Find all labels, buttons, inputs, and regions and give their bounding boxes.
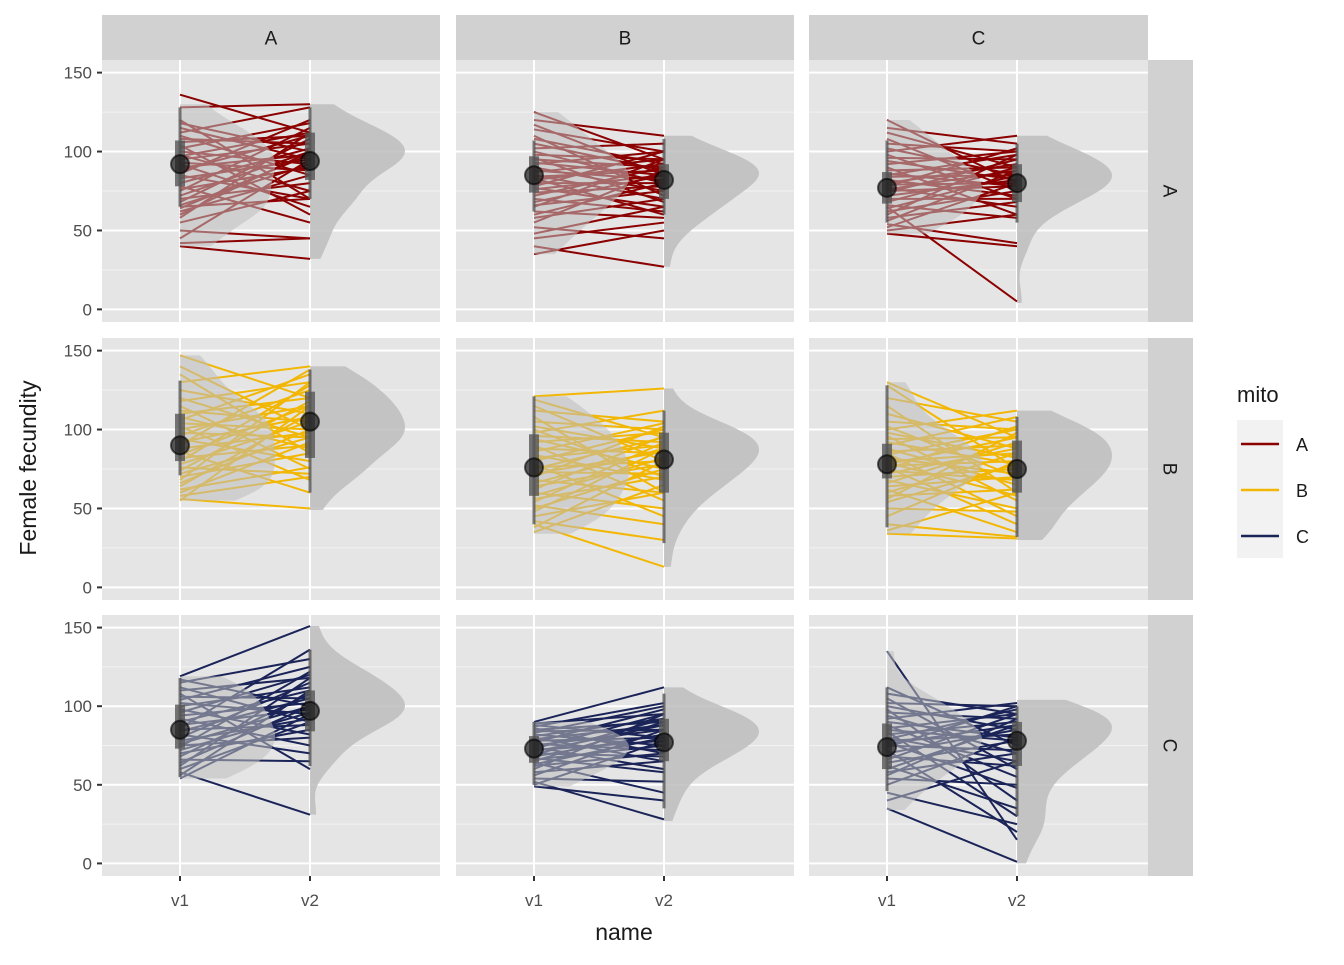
col-strip-label: C [972,29,986,50]
x-tick-label: v1 [878,891,896,910]
row-strip-B [1148,338,1193,600]
paired-line [886,232,1018,248]
x-tick-label: v2 [301,891,319,910]
boxplot-v1-mean-point [877,454,897,475]
violin-v1 [887,651,982,810]
violin-v2 [664,135,759,267]
panel-C-A [102,615,440,876]
violin-v2 [1017,699,1112,864]
y-tick-label: 150 [64,619,92,638]
legend-label: C [1296,527,1309,547]
violin-v2 [310,366,405,511]
violin-v1 [534,112,629,255]
row-strip-label: C [1159,739,1180,753]
boxplot-v2-mean-point [654,732,674,753]
panel-B-A [102,338,440,600]
violin-v2 [310,626,405,815]
col-strip-label: A [265,29,278,50]
panel-A-A [102,60,440,322]
panel-C-B [456,615,794,876]
violin-v1 [180,104,275,247]
paired-line [179,625,311,678]
boxplot-v1-mean-point [170,154,190,175]
violin-v2 [1017,410,1112,541]
row-strip-label: A [1159,185,1180,198]
boxplot-v2-mean-point [654,449,674,470]
x-tick-label: v1 [171,891,189,910]
col-strip-A [102,15,440,60]
y-tick-label: 50 [73,221,92,240]
paired-line [886,532,1018,540]
y-tick-label: 100 [64,143,92,162]
violin-v2 [1017,135,1112,304]
boxplot-v1-mean-point [524,738,544,759]
boxplot-v1-mean-point [877,177,897,198]
boxplot-v2-mean-point [1007,173,1027,194]
boxplot-v2-mean-point [300,151,320,172]
y-tick-label: 0 [83,854,92,873]
legend-label: A [1296,435,1308,455]
paired-line [533,686,665,723]
col-strip-label: B [619,29,632,50]
boxplot-v2-mean-point [300,700,320,721]
x-tick-label: v2 [1008,891,1026,910]
panel-B-B [456,338,794,600]
panel-C-C [809,615,1148,876]
legend-title: mito [1237,382,1279,407]
panel-B-C [809,338,1148,600]
y-tick-label: 50 [73,499,92,518]
y-axis-title: Female fecundity [15,380,41,556]
paired-line [179,771,311,816]
violin-v1 [180,355,275,501]
boxplot-v1-mean-point [524,165,544,186]
violin-v1 [180,676,275,779]
paired-line [886,807,1018,863]
violin-v2 [664,687,759,821]
boxplot-v2-mean-point [1007,730,1027,751]
x-axis-title: name [595,919,653,945]
y-tick-label: 50 [73,776,92,795]
violin-v2 [310,104,405,259]
col-strip-C [809,15,1148,60]
y-tick-label: 100 [64,697,92,716]
violin-v1 [887,382,982,534]
violin-v1 [534,396,629,534]
row-strip-label: B [1159,463,1180,476]
col-strip-B [456,15,794,60]
y-tick-label: 0 [83,300,92,319]
panel-A-B [456,60,794,322]
legend-label: B [1296,481,1308,501]
panel-A-C [809,60,1148,322]
boxplot-v2-mean-point [300,411,320,432]
y-tick-label: 100 [64,421,92,440]
boxplot-v1-mean-point [524,457,544,478]
violin-v1 [887,119,982,234]
paired-line [533,785,665,802]
row-strip-A [1148,60,1193,322]
legend: mito A B C [1237,382,1309,558]
x-tick-label: v2 [655,891,673,910]
paired-line [179,245,311,260]
boxplot-v1-mean-point [170,435,190,456]
violin-v2 [664,388,759,567]
boxplot-v1-mean-point [170,719,190,740]
boxplot-v2-mean-point [654,169,674,190]
y-tick-label: 150 [64,64,92,83]
paired-line [533,387,665,398]
paired-line [179,93,311,134]
boxplot-v2-mean-point [1007,459,1027,479]
boxplot-v1-mean-point [877,737,897,758]
row-strip-C [1148,615,1193,876]
y-tick-label: 0 [83,578,92,597]
y-tick-label: 150 [64,342,92,361]
violin-v1 [534,721,629,787]
x-tick-label: v1 [525,891,543,910]
